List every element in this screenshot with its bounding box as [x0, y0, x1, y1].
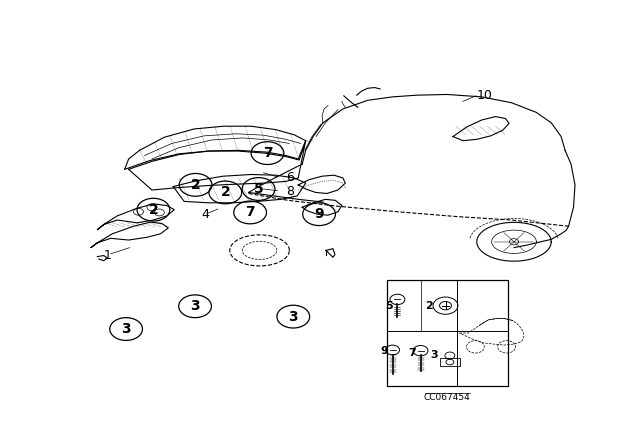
Text: 2: 2 [425, 301, 433, 310]
Bar [440, 358, 460, 366]
Text: 1: 1 [104, 249, 112, 262]
Text: 2: 2 [148, 202, 158, 217]
Text: 5: 5 [385, 301, 392, 310]
Text: 7: 7 [408, 348, 415, 358]
Text: 9: 9 [314, 207, 324, 221]
Text: 7: 7 [245, 206, 255, 220]
Text: 2: 2 [191, 178, 200, 192]
Text: 7: 7 [262, 146, 272, 160]
Text: 2: 2 [220, 185, 230, 199]
Bar [387, 280, 508, 386]
Text: 4: 4 [202, 208, 209, 221]
Text: 6: 6 [286, 172, 294, 185]
Text: CC067454: CC067454 [424, 392, 470, 401]
Text: 3: 3 [122, 322, 131, 336]
Text: 3: 3 [430, 350, 438, 360]
Text: 3: 3 [289, 310, 298, 323]
Text: 8: 8 [286, 185, 294, 198]
Text: 5: 5 [253, 182, 264, 196]
Text: 9: 9 [381, 346, 388, 356]
Text: 10: 10 [477, 89, 493, 102]
Text: 3: 3 [190, 299, 200, 313]
